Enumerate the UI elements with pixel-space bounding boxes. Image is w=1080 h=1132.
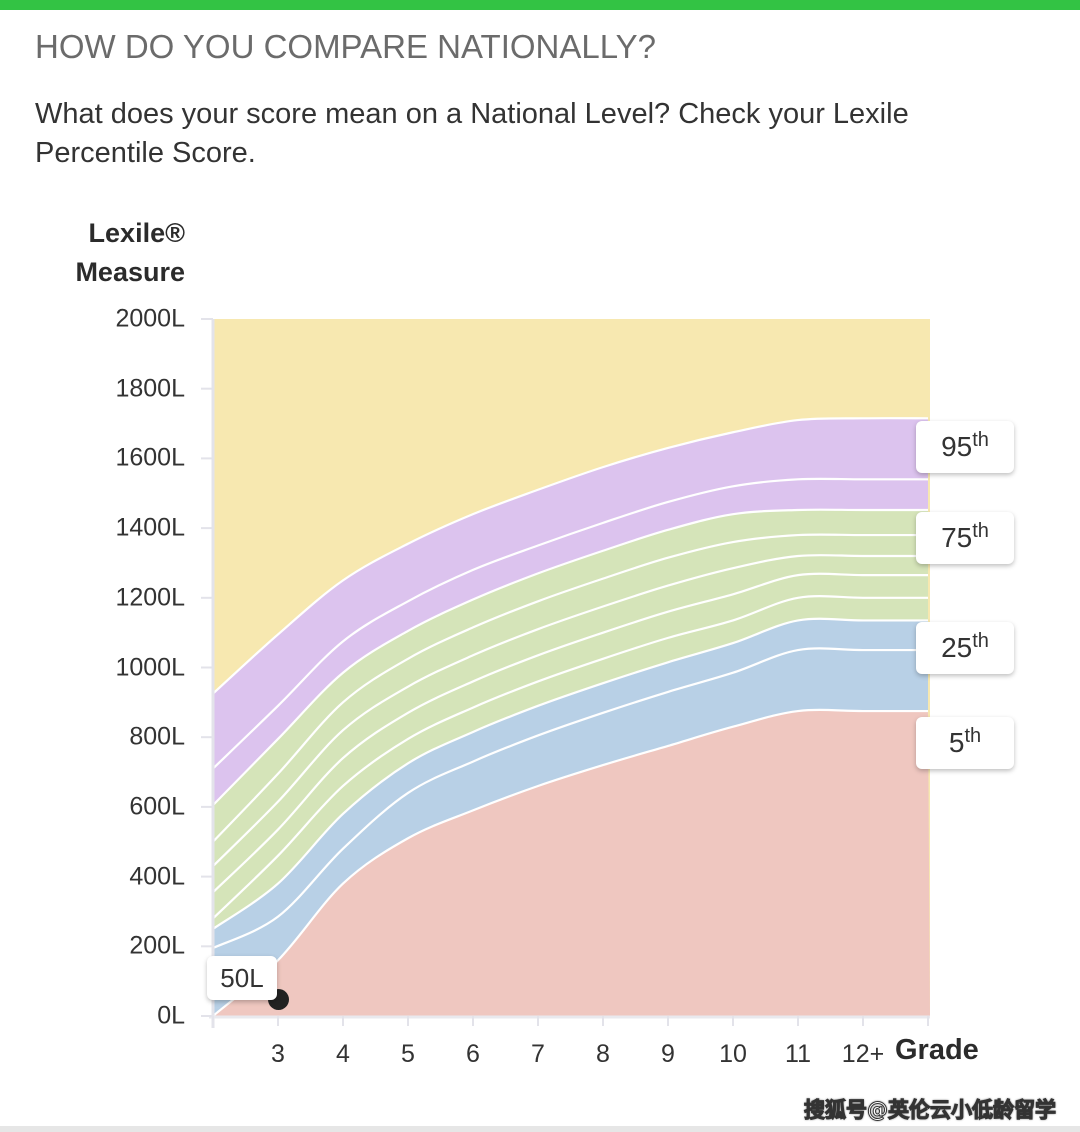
- y-tick-label: 1400L: [115, 513, 185, 542]
- percentile-lines: [213, 417, 929, 1016]
- y-tick-label: 800L: [129, 722, 185, 751]
- x-tick-label: 7: [531, 1040, 545, 1068]
- y-tick-label: 200L: [129, 931, 185, 960]
- percentile-line: [213, 617, 928, 930]
- bottom-divider: [0, 1126, 1080, 1132]
- x-tick-label: 12+: [841, 1040, 885, 1068]
- y-tick-label: 0L: [157, 1001, 185, 1030]
- x-tick-label: 6: [466, 1040, 480, 1068]
- y-tick-label: 400L: [129, 862, 185, 891]
- x-tick-label: 4: [336, 1040, 350, 1068]
- percentile-line: [213, 508, 928, 806]
- page-subtitle: What does your score mean on a National …: [35, 98, 909, 169]
- y-axis-title: Lexile® Measure: [75, 214, 185, 292]
- percentile-tag-5: 5th: [916, 717, 1014, 769]
- page-title: HOW DO YOU COMPARE NATIONALLY?: [35, 28, 656, 65]
- x-tick-label: 5: [401, 1040, 415, 1068]
- y-tick-label: 2000L: [115, 304, 185, 333]
- percentile-line: [213, 417, 929, 695]
- percentile-bands: [213, 319, 930, 1016]
- x-tick-label: 9: [661, 1040, 675, 1068]
- band-below-5th: [213, 709, 930, 1016]
- score-badge: 50L: [207, 956, 277, 1000]
- y-tick-label: 1000L: [115, 653, 185, 681]
- y-tick-label: 1200L: [115, 583, 185, 612]
- percentile-line: [213, 477, 928, 770]
- percentile-line: [213, 533, 928, 843]
- x-axis-title: Grade: [895, 1034, 979, 1066]
- x-tick-label: 3: [271, 1040, 285, 1068]
- x-tick-label: 11: [785, 1040, 811, 1068]
- top-accent-bar: [0, 0, 1080, 10]
- y-tick-label: 1800L: [115, 374, 185, 403]
- y-axis-title-line-1: Lexile®: [88, 218, 185, 248]
- y-tick-label: 600L: [129, 792, 185, 821]
- band-5th-25th: [213, 618, 928, 1016]
- band-75th-95th: [213, 418, 928, 806]
- percentile-line: [213, 647, 928, 950]
- percentile-tag-75: 75th: [916, 512, 1014, 564]
- chart-axes: [201, 318, 930, 1028]
- percentile-tag-95: 95th: [916, 421, 1014, 473]
- x-tick-label: 10: [719, 1040, 747, 1068]
- percentile-tag-25: 25th: [916, 622, 1014, 674]
- percentile-line: [213, 553, 928, 867]
- y-axis-title-line-2: Measure: [75, 257, 185, 287]
- x-tick-label: 8: [596, 1040, 610, 1068]
- percentile-line: [213, 572, 928, 894]
- percentile-line: [213, 595, 928, 920]
- watermark: 搜狐号@英伦云小低龄留学: [804, 1098, 1057, 1123]
- y-tick-label: 1600L: [115, 443, 185, 472]
- percentile-line: [213, 708, 928, 1016]
